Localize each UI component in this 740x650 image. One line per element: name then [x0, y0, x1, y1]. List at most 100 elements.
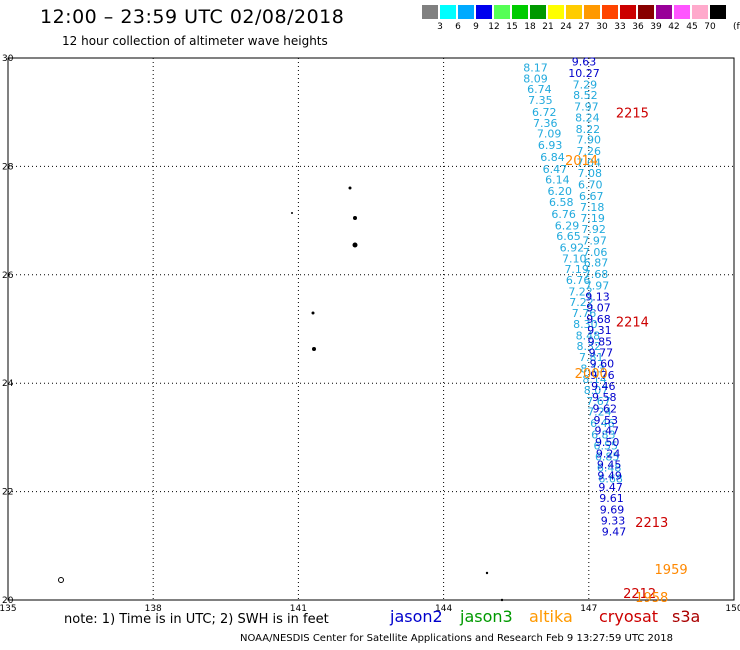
swh-value: 9.49	[597, 470, 622, 483]
lat-tick-label: 24	[2, 379, 14, 389]
scale-swatch	[512, 5, 528, 19]
scale-swatch	[638, 5, 654, 19]
scale-label: 18	[524, 22, 536, 32]
scale-label: 24	[560, 22, 572, 32]
island	[291, 212, 293, 214]
scale-label: 6	[455, 22, 461, 32]
swh-value: 6.76	[566, 274, 591, 287]
swh-value: 7.18	[580, 201, 605, 214]
swh-value: 6.72	[532, 106, 557, 119]
scale-swatch	[692, 5, 708, 19]
swh-value: 8.52	[573, 89, 598, 102]
swh-value: 7.68	[584, 268, 609, 281]
map-frame	[7, 57, 735, 601]
swh-value: 6.46	[590, 417, 615, 430]
swh-value: 6.83	[591, 428, 616, 441]
lat-tick-label: 26	[2, 271, 14, 281]
scale-label: 39	[650, 22, 662, 32]
island	[485, 571, 489, 575]
lon-tick-label: 141	[290, 604, 307, 614]
swh-value: 6.55	[593, 439, 618, 452]
swh-value: 9.24	[596, 447, 621, 460]
legend-cryosat: cryosat	[599, 607, 659, 626]
swh-value: 7.10	[562, 252, 587, 265]
swh-value: 6.84	[540, 151, 565, 164]
swh-value: 8.09	[523, 72, 548, 85]
swh-value: 9.62	[593, 402, 618, 415]
swh-value: 7.09	[537, 128, 562, 141]
pass-time: 2000	[575, 367, 608, 382]
swh-value: 9.47	[594, 425, 619, 438]
lon-tick-label: 144	[435, 604, 452, 614]
scale-swatch	[674, 5, 690, 19]
lat-tick-label: 30	[2, 54, 14, 64]
legend-jason3: jason3	[460, 607, 513, 626]
swh-value: 9.13	[585, 290, 610, 303]
lat-tick-label: 22	[2, 488, 13, 498]
scale-swatch	[440, 5, 456, 19]
lat-tick-label: 28	[2, 162, 14, 172]
swh-value: 6.92	[560, 241, 585, 254]
swh-value: 6.76	[551, 208, 576, 221]
swh-value: 6.14	[545, 174, 570, 187]
swh-value: 9.61	[599, 492, 624, 505]
scale-swatch	[476, 5, 492, 19]
swh-observations: 8.178.096.747.356.727.367.096.936.846.47…	[523, 56, 626, 539]
pass-time: 2014	[565, 154, 598, 169]
lat-tick-label: 20	[2, 596, 14, 606]
scale-label: 21	[542, 22, 554, 32]
swh-value: 6.47	[543, 163, 568, 176]
swh-value: 7.22	[568, 285, 593, 298]
map-subtitle: 12 hour collection of altimeter wave hei…	[62, 34, 328, 48]
scale-swatch	[584, 5, 600, 19]
swh-value: 6.70	[578, 179, 603, 192]
scale-label: 30	[596, 22, 608, 32]
swh-value: 9.68	[586, 313, 611, 326]
island	[58, 577, 64, 583]
swh-value: 9.63	[572, 56, 597, 69]
scale-swatch	[494, 5, 510, 19]
swh-value: 7.97	[582, 234, 607, 247]
scale-label: 3	[437, 22, 443, 32]
swh-value: 8.32	[577, 340, 602, 353]
swh-value: 6.65	[556, 230, 581, 243]
swh-value: 7.19	[580, 212, 605, 225]
swh-value: 7.06	[583, 246, 608, 259]
swh-value: 9.46	[591, 380, 616, 393]
scale-swatch	[602, 5, 618, 19]
scale-label: 12	[488, 22, 500, 32]
legend-s3a: s3a	[672, 607, 701, 626]
swh-value: 6.85	[595, 451, 620, 464]
scale-swatch	[710, 5, 726, 19]
scale-label: 36	[632, 22, 644, 32]
swh-value: 8.14	[582, 373, 607, 386]
pass-time: 1959	[655, 563, 688, 578]
scale-label: 27	[578, 22, 590, 32]
lat-lon-grid	[7, 57, 735, 601]
island	[311, 311, 315, 315]
swh-value: 6.68	[598, 472, 623, 485]
island	[500, 598, 504, 602]
swh-value: 6.87	[584, 257, 609, 270]
map-title: 12:00 – 23:59 UTC 02/08/2018	[40, 6, 345, 28]
scale-swatch	[566, 5, 582, 19]
pass-time: 2215	[616, 107, 649, 122]
lon-tick-label: 150	[725, 604, 740, 614]
swh-value: 7.97	[574, 101, 599, 114]
swh-value: 7.29	[573, 78, 598, 91]
swh-value: 7.67	[586, 395, 611, 408]
lon-tick-label: 147	[580, 604, 597, 614]
swh-value: 7.36	[533, 117, 558, 130]
swh-value: 8.17	[523, 62, 548, 75]
swh-value: 7.04	[577, 156, 602, 169]
swh-value: 9.50	[595, 436, 620, 449]
swh-value: 9.33	[601, 515, 626, 528]
scale-swatch	[548, 5, 564, 19]
swh-value: 9.77	[589, 347, 614, 360]
island	[312, 347, 316, 351]
swh-value: 6.48	[597, 462, 622, 475]
swh-value: 10.27	[568, 67, 600, 80]
swh-value: 8.48	[576, 329, 601, 342]
